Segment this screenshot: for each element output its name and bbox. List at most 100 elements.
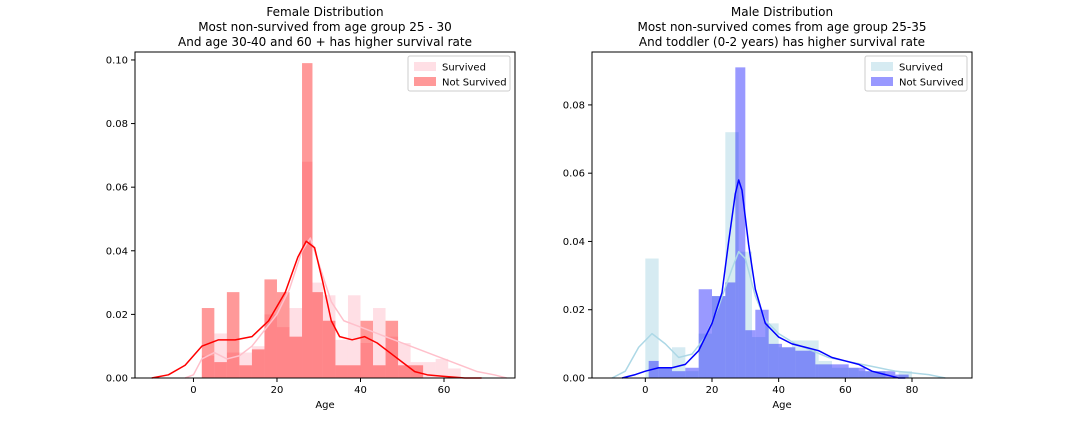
male-not-survived-bar bbox=[672, 371, 686, 378]
male-survived-bar bbox=[645, 258, 659, 378]
male-survived-bar bbox=[658, 367, 672, 378]
female-not-survived-bar bbox=[360, 320, 374, 378]
female-survived-bar bbox=[385, 336, 399, 378]
male-x-tick-label: 40 bbox=[772, 385, 785, 396]
male-not-survived-bar bbox=[832, 364, 849, 378]
female-survived-bar bbox=[448, 368, 461, 378]
male-not-survived-bar bbox=[685, 367, 699, 378]
male-survived-bar bbox=[832, 367, 846, 378]
male-not-survived-bar bbox=[782, 347, 796, 378]
female-survived-bar bbox=[289, 308, 303, 378]
male-chart-title: Male Distribution bbox=[731, 5, 833, 19]
female-plot-frame bbox=[134, 51, 516, 379]
female-chart-subtitle-1: Most non-survived from age group 25 - 30 bbox=[198, 20, 452, 34]
female-not-survived-bar bbox=[226, 292, 240, 378]
female-y-tick-label: 0.06 bbox=[106, 183, 128, 194]
female-not-survived-bar bbox=[251, 349, 265, 378]
female-legend: Survived Not Survived bbox=[407, 55, 511, 92]
male-not-survived-bar bbox=[768, 343, 782, 378]
male-y-tick-label: 0.04 bbox=[563, 237, 585, 248]
female-x-axis-label: Age bbox=[315, 400, 334, 411]
female-y-tick-label: 0.00 bbox=[106, 374, 128, 385]
male-not-survived-bar bbox=[725, 282, 736, 378]
male-x-axis-label: Age bbox=[772, 400, 791, 411]
male-x-axis-ticks: 0 20 40 60 80 bbox=[642, 378, 918, 396]
male-not-survived-bar bbox=[658, 367, 672, 378]
female-survived-bar bbox=[347, 295, 361, 378]
female-not-survived-bar bbox=[312, 292, 323, 378]
female-not-survived-bar bbox=[302, 63, 313, 378]
female-legend-not-survived-label: Not Survived bbox=[442, 78, 507, 89]
male-legend-not-survived-label: Not Survived bbox=[899, 78, 964, 89]
male-y-tick-label: 0.02 bbox=[563, 305, 585, 316]
male-not-survived-bar bbox=[745, 330, 756, 378]
female-not-survived-bar bbox=[289, 336, 303, 378]
male-survived-bar bbox=[898, 371, 912, 378]
female-y-tick-label: 0.04 bbox=[106, 246, 128, 257]
female-not-survived-bar bbox=[385, 320, 399, 378]
female-y-tick-label: 0.10 bbox=[106, 55, 128, 66]
male-not-survived-bar bbox=[865, 371, 882, 378]
female-not-survived-bar bbox=[276, 292, 290, 378]
female-x-tick-label: 0 bbox=[190, 385, 196, 396]
male-x-tick-label: 20 bbox=[706, 385, 719, 396]
male-chart-subtitle-1: Most non-survived comes from age group 2… bbox=[637, 20, 926, 34]
male-survived-bar bbox=[712, 296, 726, 378]
female-y-tick-label: 0.08 bbox=[106, 119, 128, 130]
male-x-tick-label: 60 bbox=[839, 385, 852, 396]
female-histogram-bars bbox=[201, 63, 461, 378]
male-survived-bar bbox=[872, 371, 886, 378]
male-y-axis-ticks: 0.00 0.02 0.04 0.06 0.08 bbox=[563, 100, 592, 385]
male-survived-bar bbox=[738, 251, 752, 378]
female-not-survived-bar bbox=[214, 362, 227, 378]
female-survived-bar bbox=[398, 343, 411, 378]
female-survived-bar bbox=[264, 314, 277, 378]
female-chart-subtitle-2: And age 30-40 and 60 + has higher surviv… bbox=[178, 35, 472, 49]
female-x-axis-ticks: 0 20 40 60 bbox=[190, 378, 450, 396]
male-survived-bar bbox=[818, 360, 832, 378]
female-survived-bar bbox=[410, 362, 424, 378]
male-legend-not-survived-swatch bbox=[871, 77, 893, 86]
female-survived-bar bbox=[373, 308, 386, 378]
female-survived-bar bbox=[201, 355, 215, 378]
female-not-survived-bar bbox=[398, 365, 411, 378]
male-not-survived-bar bbox=[698, 289, 712, 378]
female-survived-bar bbox=[312, 282, 323, 378]
female-survived-bar bbox=[239, 352, 252, 378]
female-survived-bar bbox=[226, 352, 240, 378]
female-x-tick-label: 40 bbox=[354, 385, 367, 396]
male-kde-curves bbox=[611, 179, 946, 379]
male-not-survived-bar bbox=[895, 374, 909, 378]
female-survived-bar bbox=[251, 346, 265, 378]
male-survived-bar bbox=[685, 371, 699, 378]
male-not-survived-bar bbox=[712, 296, 726, 378]
male-plot-frame bbox=[591, 51, 973, 379]
female-legend-survived-label: Survived bbox=[442, 63, 486, 74]
female-survived-bar bbox=[322, 295, 336, 378]
male-x-tick-label: 80 bbox=[906, 385, 919, 396]
male-not-survived-bar bbox=[882, 371, 896, 378]
male-legend: Survived Not Survived bbox=[864, 55, 968, 92]
female-y-tick-label: 0.02 bbox=[106, 310, 128, 321]
female-x-tick-label: 60 bbox=[438, 385, 451, 396]
male-legend-survived-label: Survived bbox=[899, 63, 943, 74]
female-not-survived-bar bbox=[322, 320, 336, 378]
female-x-tick-label: 20 bbox=[271, 385, 284, 396]
female-distribution-chart: 0 20 40 60 0.00 0.02 0.04 0.06 0.08 0.10 Female … bbox=[106, 5, 516, 411]
male-survived-kde-line bbox=[611, 250, 946, 379]
female-not-survived-kde-line bbox=[151, 240, 482, 379]
female-legend-survived-swatch bbox=[414, 62, 436, 71]
female-not-survived-bar bbox=[347, 365, 361, 378]
female-not-survived-bar bbox=[335, 365, 348, 378]
female-not-survived-bar bbox=[264, 279, 277, 378]
male-y-tick-label: 0.08 bbox=[563, 100, 585, 111]
male-not-survived-bar bbox=[848, 367, 866, 378]
male-y-tick-label: 0.00 bbox=[563, 374, 585, 385]
male-survived-bar bbox=[778, 347, 792, 378]
female-legend-not-survived-swatch bbox=[414, 77, 436, 86]
male-not-survived-bar bbox=[755, 309, 769, 378]
female-y-axis-ticks: 0.00 0.02 0.04 0.06 0.08 0.10 bbox=[106, 55, 135, 385]
female-not-survived-bar bbox=[373, 365, 386, 378]
male-survived-bar bbox=[752, 337, 766, 378]
